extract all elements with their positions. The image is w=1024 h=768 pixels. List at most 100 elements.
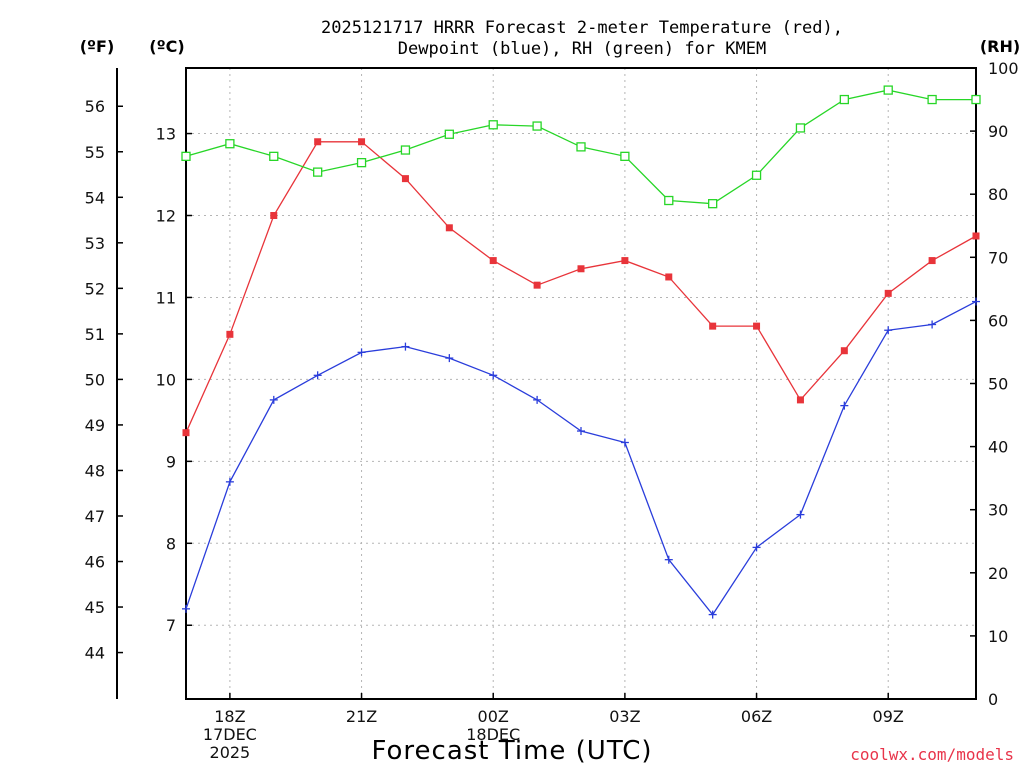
x-tick-label-33-0: 09Z xyxy=(873,707,904,726)
point-dewpoint-11 xyxy=(664,555,673,564)
point-rh-9 xyxy=(576,142,586,152)
celsius-tick-label-13: 13 xyxy=(156,125,176,144)
rh-tick-label-100: 100 xyxy=(988,59,1019,78)
chart-title-line-1: 2025121717 HRRR Forecast 2-meter Tempera… xyxy=(321,18,843,38)
point-temperature-16 xyxy=(884,289,892,297)
fahrenheit-tick-label-56: 56 xyxy=(85,97,105,116)
x-tick-label-18-1: 17DEC xyxy=(203,725,257,744)
rh-tick-label-80: 80 xyxy=(988,185,1008,204)
point-rh-3 xyxy=(313,167,323,177)
fahrenheit-tick-label-47: 47 xyxy=(85,507,105,526)
x-tick-label-18-0: 18Z xyxy=(214,707,245,726)
point-dewpoint-1 xyxy=(225,477,234,486)
axes: 44 45 46 47 48 49 50 51 52 53 54 55 56 7 8 9 10 11 12 13 0 10… xyxy=(85,59,1019,709)
point-temperature-11 xyxy=(665,273,673,281)
rh-tick-label-70: 70 xyxy=(988,248,1008,267)
rh-tick-label-0: 0 xyxy=(988,690,998,709)
point-dewpoint-6 xyxy=(445,354,454,363)
point-rh-18 xyxy=(971,94,981,105)
celsius-tick-label-8: 8 xyxy=(166,534,176,553)
point-rh-13 xyxy=(751,170,762,180)
point-rh-5 xyxy=(400,145,411,155)
rh-tick-label-90: 90 xyxy=(988,122,1008,141)
point-rh-10 xyxy=(620,151,630,161)
point-temperature-1 xyxy=(226,330,234,338)
x-tick-label-30-0: 06Z xyxy=(741,707,772,726)
series-layer xyxy=(181,85,981,619)
point-rh-4 xyxy=(356,157,367,168)
fahrenheit-tick-label-54: 54 xyxy=(85,188,105,207)
point-rh-2 xyxy=(269,151,279,161)
fahrenheit-unit-label: (ºF) xyxy=(80,37,115,56)
point-temperature-6 xyxy=(445,224,453,232)
point-rh-17 xyxy=(927,94,937,105)
point-rh-0 xyxy=(181,151,191,161)
point-rh-15 xyxy=(839,94,849,105)
point-temperature-8 xyxy=(533,281,541,289)
point-temperature-7 xyxy=(489,257,497,265)
x-tick-label-27-0: 03Z xyxy=(609,707,640,726)
celsius-tick-label-7: 7 xyxy=(166,616,176,635)
rh-tick-label-10: 10 xyxy=(988,627,1008,646)
point-temperature-2 xyxy=(270,212,278,220)
rh-tick-label-20: 20 xyxy=(988,564,1008,583)
fahrenheit-tick-label-50: 50 xyxy=(85,370,105,389)
series-rh xyxy=(181,85,981,209)
series-line-temperature xyxy=(185,141,977,433)
rh-tick-label-60: 60 xyxy=(988,311,1008,330)
x-tick-label-18-2: 2025 xyxy=(210,743,251,762)
celsius-unit-label: (ºC) xyxy=(149,37,184,56)
point-dewpoint-14 xyxy=(796,510,805,519)
point-temperature-5 xyxy=(401,175,409,183)
point-dewpoint-8 xyxy=(533,395,542,404)
point-temperature-13 xyxy=(753,322,761,330)
point-temperature-17 xyxy=(928,257,936,265)
series-temperature xyxy=(182,138,980,437)
point-dewpoint-5 xyxy=(401,342,410,351)
fahrenheit-tick-label-53: 53 xyxy=(85,234,105,253)
point-dewpoint-15 xyxy=(840,401,849,410)
point-rh-6 xyxy=(444,129,454,139)
point-dewpoint-17 xyxy=(928,320,937,329)
credit-label: coolwx.com/models xyxy=(850,745,1014,764)
rh-tick-label-30: 30 xyxy=(988,501,1008,520)
point-temperature-3 xyxy=(314,138,322,146)
point-rh-11 xyxy=(664,195,674,206)
point-dewpoint-16 xyxy=(884,326,893,335)
point-rh-12 xyxy=(708,199,718,209)
point-temperature-10 xyxy=(621,257,629,265)
chart-title-line-2: Dewpoint (blue), RH (green) for KMEM xyxy=(398,39,766,59)
rh-tick-label-50: 50 xyxy=(988,375,1008,394)
fahrenheit-tick-label-49: 49 xyxy=(85,416,105,435)
fahrenheit-tick-label-44: 44 xyxy=(85,644,105,663)
fahrenheit-tick-label-45: 45 xyxy=(85,598,105,617)
celsius-tick-label-10: 10 xyxy=(156,370,176,389)
point-temperature-12 xyxy=(709,322,717,330)
point-temperature-14 xyxy=(796,396,804,404)
point-dewpoint-7 xyxy=(489,371,498,380)
x-axis-label: Forecast Time (UTC) xyxy=(371,736,652,766)
x-tick-label-21-0: 21Z xyxy=(346,707,377,726)
point-temperature-18 xyxy=(972,232,980,240)
point-temperature-0 xyxy=(182,429,190,437)
point-dewpoint-10 xyxy=(620,438,629,447)
fahrenheit-tick-label-48: 48 xyxy=(85,461,105,480)
point-temperature-4 xyxy=(358,138,366,146)
point-dewpoint-3 xyxy=(313,371,322,380)
celsius-tick-label-9: 9 xyxy=(166,452,176,471)
fahrenheit-tick-label-46: 46 xyxy=(85,553,105,572)
x-tick-label-24-1: 18DEC xyxy=(466,725,520,744)
point-dewpoint-12 xyxy=(708,610,717,619)
point-dewpoint-4 xyxy=(357,348,366,357)
x-tick-label-24-0: 00Z xyxy=(478,707,509,726)
point-temperature-15 xyxy=(840,347,848,355)
fahrenheit-tick-label-52: 52 xyxy=(85,279,105,298)
fahrenheit-tick-label-55: 55 xyxy=(85,143,105,162)
point-dewpoint-0 xyxy=(182,604,190,613)
fahrenheit-tick-label-51: 51 xyxy=(85,325,105,344)
point-rh-16 xyxy=(883,85,893,95)
celsius-tick-label-11: 11 xyxy=(156,288,176,307)
point-dewpoint-2 xyxy=(269,395,278,404)
